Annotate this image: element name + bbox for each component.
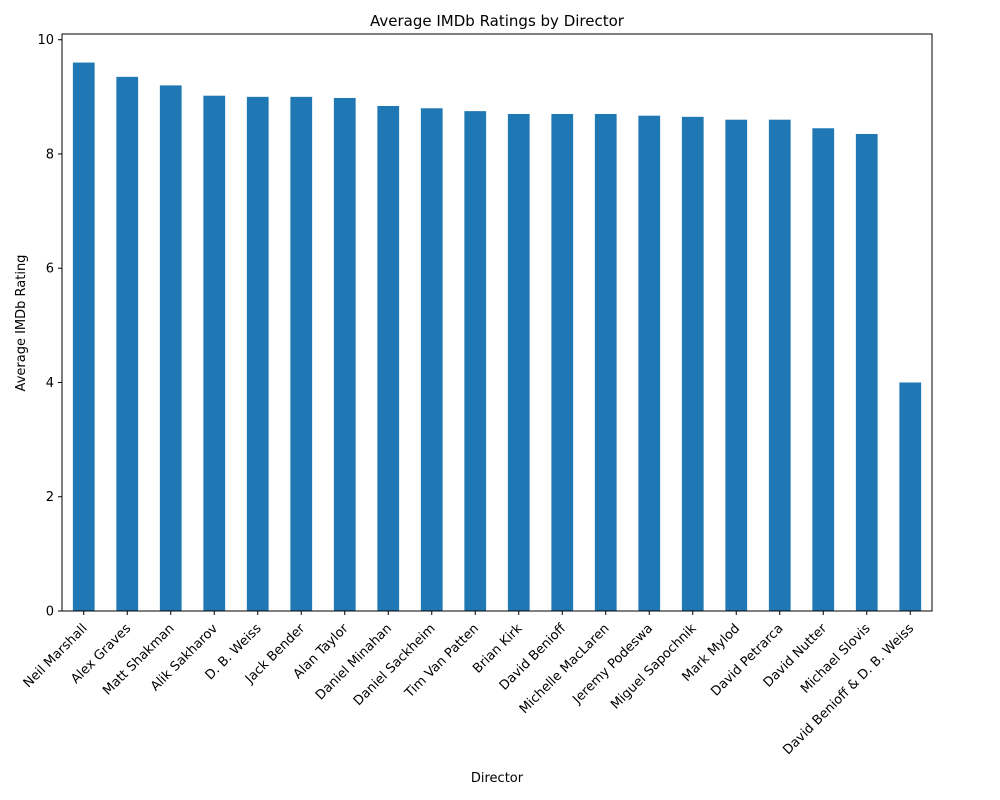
bar [377, 105, 400, 611]
plot-frame [61, 33, 933, 612]
y-axis-label: Average IMDb Rating [14, 255, 29, 392]
bar [812, 128, 835, 611]
bar [333, 97, 356, 612]
bar [203, 95, 226, 611]
y-tick-label: 8 [46, 147, 54, 162]
bar [855, 133, 878, 611]
bar [768, 119, 791, 612]
y-tick-label: 6 [46, 262, 54, 277]
bar [290, 96, 313, 612]
bar [464, 111, 487, 611]
bar [420, 108, 443, 611]
bar [725, 119, 748, 612]
y-tick-label: 10 [37, 33, 54, 48]
x-axis-label: Director [471, 771, 524, 786]
x-tick-label: Tim Van Patten [402, 621, 482, 701]
y-tick-label: 4 [46, 376, 54, 391]
bar [246, 96, 269, 612]
bar [638, 115, 661, 611]
chart-title: Average IMDb Ratings by Director [370, 12, 625, 30]
bar [594, 113, 617, 612]
bar [116, 76, 139, 611]
bar [72, 62, 95, 612]
y-tick-label: 0 [46, 605, 54, 620]
x-tick-label: Daniel Sackheim [351, 621, 439, 709]
bar [159, 85, 182, 612]
bar [681, 116, 704, 611]
bar [507, 113, 530, 612]
x-tick-label: Daniel Minahan [313, 621, 395, 703]
y-tick-label: 2 [46, 490, 54, 505]
bar [899, 382, 922, 611]
x-tick-label: Jeremy Podeswa [570, 621, 657, 708]
bar [551, 113, 574, 612]
